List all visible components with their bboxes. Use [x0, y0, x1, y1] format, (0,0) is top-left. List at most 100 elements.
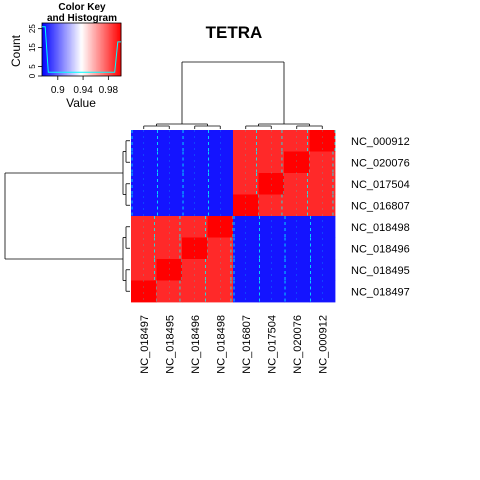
color-key-histogram	[42, 26, 121, 73]
color-key-gradient-step	[74, 23, 77, 76]
heatmap-cell-NC_018496-NC_018497	[131, 237, 157, 260]
heatmap-cell-NC_018497-NC_017504	[258, 280, 285, 303]
dendrograms	[4, 61, 323, 292]
row-label-NC_018497: NC_018497	[351, 286, 410, 298]
heatmap-cell-NC_018496-NC_000912	[309, 237, 336, 260]
color-key-gradient-step	[57, 23, 60, 76]
heatmap-cell-NC_018498-NC_020076	[284, 216, 310, 238]
color-key-gradient-step	[56, 23, 59, 76]
color-key-gradient-step	[103, 23, 106, 76]
color-key-gradient-step	[84, 23, 86, 76]
heatmap-cell-NC_018495-NC_000912	[309, 259, 336, 281]
color-key-gradient-step	[81, 23, 84, 76]
heatmap-cell-NC_018497-NC_018495	[156, 280, 183, 303]
col-label-NC_018498: NC_018498	[215, 315, 227, 374]
heatmap-cell-NC_018497-NC_016807	[233, 280, 259, 303]
heatmap-cell-NC_000912-NC_020076	[284, 130, 310, 152]
heatmap-cell-NC_017504-NC_018496	[182, 173, 208, 195]
color-key-gradient-step	[117, 23, 119, 76]
color-key-gradient-step	[68, 23, 71, 76]
row-label-NC_016807: NC_016807	[351, 200, 410, 212]
color-key-gradient-step	[118, 23, 121, 76]
color-key-gradient-step	[90, 23, 93, 76]
heatmap-cell-NC_018496-NC_018496	[182, 237, 208, 260]
color-key-gradient-step	[95, 23, 98, 76]
heatmap-cell-NC_018497-NC_018496	[182, 280, 208, 303]
color-key-y-tick-label: 5	[28, 64, 37, 69]
color-key-gradient-step	[72, 23, 75, 76]
color-key-gradient-step	[44, 23, 47, 76]
color-key-gradient-step	[111, 23, 114, 76]
heatmap-cell-NC_018498-NC_017504	[258, 216, 285, 238]
color-key-gradient-step	[114, 23, 117, 76]
color-key-gradient-step	[77, 23, 80, 76]
heatmap-cell-NC_000912-NC_018498	[207, 130, 234, 152]
color-key-gradient-step	[59, 23, 61, 76]
heatmap-cell-NC_018496-NC_016807	[233, 237, 259, 260]
color-key-gradient-step	[76, 23, 79, 76]
row-label-NC_018495: NC_018495	[351, 265, 410, 277]
color-key-gradient-step	[98, 23, 101, 76]
color-key-gradient-step	[80, 23, 82, 76]
color-key-ylabel: Count	[9, 34, 23, 67]
heatmap-cell-NC_000912-NC_018497	[131, 130, 157, 152]
color-key-title-line1: Color Key	[58, 2, 106, 13]
row-label-NC_020076: NC_020076	[351, 157, 410, 169]
color-key-gradient-step	[99, 23, 102, 76]
color-key-gradient-step	[55, 23, 57, 76]
heatmap-cell-NC_016807-NC_018495	[156, 194, 183, 217]
color-key-gradient-step	[78, 23, 81, 76]
col-label-NC_020076: NC_020076	[292, 315, 304, 374]
heatmap-cell-NC_018498-NC_000912	[309, 216, 336, 238]
heatmap-cell-NC_018497-NC_018498	[207, 280, 234, 303]
heatmap-cell-NC_020076-NC_017504	[258, 151, 285, 174]
row-label-NC_018496: NC_018496	[351, 243, 410, 255]
heatmap-cell-NC_017504-NC_018497	[131, 173, 157, 195]
color-key-gradient-step	[47, 23, 50, 76]
color-key-gradient-step	[94, 23, 97, 76]
heatmap-cell-NC_016807-NC_018496	[182, 194, 208, 217]
heatmap-cell-NC_018497-NC_018497	[131, 280, 157, 303]
heatmap-cell-NC_017504-NC_016807	[233, 173, 259, 195]
color-key-gradient-step	[89, 23, 92, 76]
color-key-gradient-step	[53, 23, 56, 76]
heatmap-cell-NC_016807-NC_017504	[258, 194, 285, 217]
row-label-NC_000912: NC_000912	[351, 136, 410, 148]
color-key-gradient-step	[97, 23, 100, 76]
color-key-xlabel: Value	[66, 96, 96, 110]
heatmap-cell-NC_018495-NC_017504	[258, 259, 285, 281]
color-key-y-tick-label: 15	[28, 43, 37, 52]
color-key-gradient-step	[92, 23, 94, 76]
color-key-gradient-step	[67, 23, 69, 76]
heatmap-cell-NC_018497-NC_000912	[309, 280, 336, 303]
heatmap-cell-NC_016807-NC_018498	[207, 194, 234, 217]
color-key-gradient-step	[60, 23, 63, 76]
heatmap-cell-NC_018496-NC_020076	[284, 237, 310, 260]
heatmap-cell-NC_017504-NC_018495	[156, 173, 183, 195]
col-label-NC_018495: NC_018495	[164, 315, 176, 374]
col-label-NC_016807: NC_016807	[241, 315, 253, 374]
heatmap-cell-NC_000912-NC_018496	[182, 130, 208, 152]
color-key-gradient-step	[106, 23, 109, 76]
color-key-y-tick-label: 0	[28, 73, 37, 78]
heatmap-cell-NC_018497-NC_020076	[284, 280, 310, 303]
color-key-gradient-step	[107, 23, 110, 76]
color-key-frame	[41, 22, 122, 77]
color-key-gradient-step	[70, 23, 73, 76]
color-key-y-tick-label: 25	[28, 24, 37, 33]
heatmap-cell-NC_017504-NC_000912	[309, 173, 336, 195]
heatmap-cell-NC_016807-NC_018497	[131, 194, 157, 217]
color-key-gradient-step	[86, 23, 89, 76]
color-key: Color Key and Histogram Value Count 0.9 0…	[9, 2, 122, 110]
color-key-gradient-step	[82, 23, 85, 76]
color-key-gradient-step	[69, 23, 72, 76]
heatmap-cell-NC_020076-NC_020076	[284, 151, 310, 174]
color-key-gradient-step	[88, 23, 90, 76]
axis-labels: NC_000912 NC_020076 NC_017504 NC_016807 NC_0…	[139, 136, 410, 374]
color-key-gradient-step	[101, 23, 104, 76]
color-key-gradient-step	[64, 23, 67, 76]
heatmap-cell-NC_020076-NC_018497	[131, 151, 157, 174]
heatmap-cell-NC_017504-NC_018498	[207, 173, 234, 195]
